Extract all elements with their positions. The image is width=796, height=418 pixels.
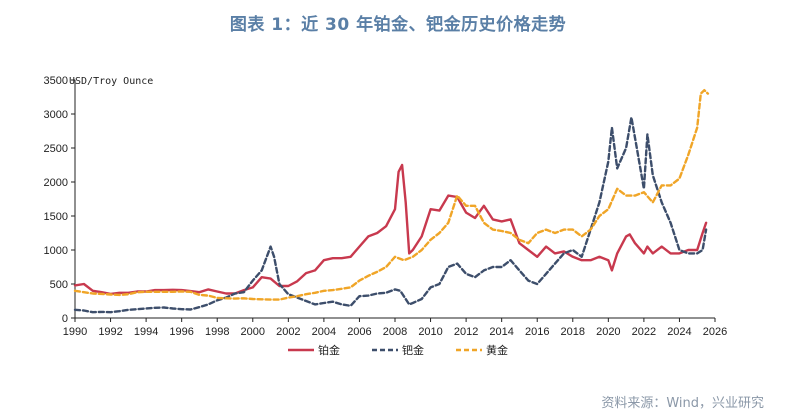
x-tick-label: 2026 <box>703 326 727 338</box>
legend-label: 钯金 <box>402 343 424 357</box>
x-tick-label: 1994 <box>134 326 158 338</box>
y-tick-label: 1500 <box>44 211 68 223</box>
x-tick-label: 2000 <box>241 326 265 338</box>
chart-series <box>73 89 710 314</box>
source-note: 资料来源：Wind，兴业研究 <box>601 396 764 411</box>
x-tick-label: 2012 <box>454 326 478 338</box>
x-tick-label: 2016 <box>525 326 549 338</box>
series-line-1 <box>73 163 708 296</box>
x-tick-label: 2006 <box>347 326 371 338</box>
x-tick-label: 1998 <box>205 326 229 338</box>
chart-legend: 铂金 钯金 黄金 <box>288 343 508 357</box>
legend-label: 铂金 <box>318 343 340 357</box>
x-tick-label: 2010 <box>418 326 442 338</box>
y-tick-label: 1000 <box>44 245 68 257</box>
x-tick-label: 2022 <box>632 326 656 338</box>
x-tick-label: 2024 <box>667 326 691 338</box>
chart-axes: 0 500 1000 1500 2000 2500 3000 3500 1990 1992 1994… <box>44 75 728 338</box>
y-tick-label: 2000 <box>44 177 68 189</box>
y-tick-label: 0 <box>62 313 68 325</box>
x-tick-label: 2014 <box>489 326 513 338</box>
legend-label: 黄金 <box>486 343 508 357</box>
y-axis-unit-label: USD/Troy Ounce <box>69 76 153 87</box>
x-tick-label: 2004 <box>312 326 336 338</box>
x-tick-label: 2018 <box>561 326 585 338</box>
x-tick-label: 1990 <box>63 326 87 338</box>
y-tick-label: 500 <box>50 279 68 291</box>
chart-title: 图表 1：近 30 年铂金、钯金历史价格走势 <box>229 15 567 35</box>
y-tick-label: 3000 <box>44 109 68 121</box>
y-tick-label: 3500 <box>44 75 68 87</box>
x-tick-label: 2008 <box>383 326 407 338</box>
x-tick-label: 1996 <box>169 326 193 338</box>
series-line-3 <box>73 89 710 301</box>
x-tick-label: 1992 <box>98 326 122 338</box>
x-tick-label: 2020 <box>596 326 620 338</box>
series-line-2 <box>73 116 708 314</box>
y-tick-label: 2500 <box>44 143 68 155</box>
x-tick-label: 2002 <box>276 326 300 338</box>
